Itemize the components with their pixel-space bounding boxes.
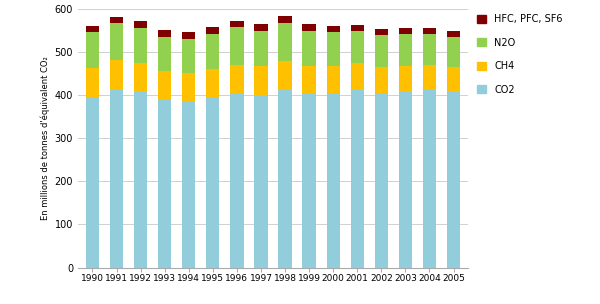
Bar <box>110 23 123 60</box>
Bar <box>375 93 388 268</box>
Bar <box>278 61 292 89</box>
Bar <box>206 27 220 34</box>
Bar <box>206 34 220 69</box>
Bar <box>158 37 171 71</box>
Bar <box>230 21 244 27</box>
Y-axis label: En millions de tonnes d'équivalent CO₂: En millions de tonnes d'équivalent CO₂ <box>41 57 50 220</box>
Bar <box>423 65 436 90</box>
Bar <box>134 92 147 268</box>
Bar <box>302 24 316 31</box>
Bar <box>375 29 388 35</box>
Bar <box>134 21 147 28</box>
Bar <box>423 28 436 34</box>
Bar <box>326 26 340 32</box>
Bar <box>399 66 412 91</box>
Bar <box>206 69 220 98</box>
Legend: HFC, PFC, SF6, N2O, CH4, CO2: HFC, PFC, SF6, N2O, CH4, CO2 <box>477 14 563 95</box>
Bar <box>423 34 436 65</box>
Bar <box>254 24 268 31</box>
Bar <box>278 23 292 61</box>
Bar <box>182 73 196 102</box>
Bar <box>182 33 196 39</box>
Bar <box>86 97 99 268</box>
Bar <box>278 16 292 23</box>
Bar <box>375 67 388 93</box>
Bar <box>375 35 388 67</box>
Bar <box>447 31 460 37</box>
Bar <box>254 31 268 66</box>
Bar <box>158 100 171 268</box>
Bar <box>447 37 460 67</box>
Bar <box>134 28 147 64</box>
Bar <box>158 30 171 37</box>
Bar <box>158 71 171 100</box>
Bar <box>110 89 123 268</box>
Bar <box>350 31 364 64</box>
Bar <box>206 98 220 268</box>
Bar <box>399 28 412 34</box>
Bar <box>302 31 316 66</box>
Bar <box>278 89 292 268</box>
Bar <box>326 66 340 93</box>
Bar <box>350 25 364 31</box>
Bar <box>134 64 147 92</box>
Bar <box>326 93 340 268</box>
Bar <box>182 39 196 73</box>
Bar <box>447 92 460 268</box>
Bar <box>350 90 364 268</box>
Bar <box>350 64 364 90</box>
Bar <box>182 102 196 268</box>
Bar <box>230 65 244 95</box>
Bar <box>423 90 436 268</box>
Bar <box>86 32 99 68</box>
Bar <box>302 66 316 94</box>
Bar <box>254 66 268 95</box>
Bar <box>254 95 268 268</box>
Bar <box>230 27 244 65</box>
Bar <box>326 32 340 66</box>
Bar <box>110 60 123 89</box>
Bar <box>302 94 316 268</box>
Bar <box>230 95 244 268</box>
Bar <box>86 68 99 97</box>
Bar <box>86 26 99 32</box>
Bar <box>399 34 412 66</box>
Bar <box>399 91 412 268</box>
Bar <box>110 17 123 23</box>
Bar <box>447 67 460 92</box>
